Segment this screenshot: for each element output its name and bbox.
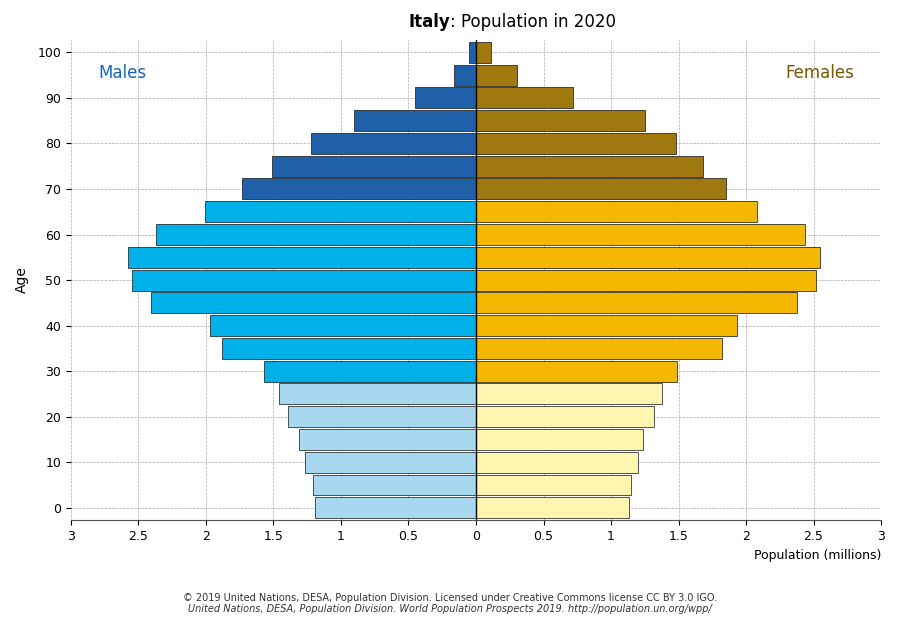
Bar — [476, 474, 631, 495]
Bar — [476, 338, 722, 359]
Bar — [128, 247, 476, 268]
Bar — [476, 270, 816, 291]
Bar — [315, 497, 476, 518]
Bar — [476, 293, 797, 313]
Bar — [242, 179, 476, 200]
X-axis label: Population (millions): Population (millions) — [753, 549, 881, 562]
Bar — [299, 429, 476, 450]
Bar — [476, 497, 628, 518]
Bar — [476, 406, 654, 427]
Bar — [304, 452, 476, 472]
Bar — [476, 133, 676, 154]
Bar — [264, 361, 476, 382]
Text: Italy: Italy — [409, 12, 450, 31]
Text: Males: Males — [98, 64, 146, 82]
Bar — [476, 224, 806, 245]
Text: © 2019 United Nations, DESA, Population Division. Licensed under Creative Common: © 2019 United Nations, DESA, Population … — [183, 593, 717, 603]
Bar — [222, 338, 476, 359]
Text: Females: Females — [785, 64, 854, 82]
Bar — [476, 247, 820, 268]
Bar — [476, 452, 638, 472]
Bar — [476, 64, 517, 86]
Bar — [469, 42, 476, 63]
Bar — [311, 133, 476, 154]
Text: United Nations, DESA, Population Division. World Population Prospects 2019. http: United Nations, DESA, Population Divisio… — [188, 604, 712, 614]
Bar — [476, 156, 703, 177]
Bar — [476, 383, 662, 404]
Bar — [454, 64, 476, 86]
Bar — [150, 293, 476, 313]
Bar — [156, 224, 476, 245]
Bar — [476, 202, 757, 222]
Bar — [476, 110, 644, 131]
Bar — [476, 42, 491, 63]
Bar — [210, 315, 476, 336]
Bar — [312, 474, 476, 495]
Bar — [476, 87, 573, 108]
Bar — [272, 156, 476, 177]
Bar — [279, 383, 476, 404]
Bar — [288, 406, 476, 427]
Bar — [204, 202, 476, 222]
Bar — [476, 361, 677, 382]
Bar — [355, 110, 476, 131]
Bar — [476, 315, 736, 336]
Bar — [476, 179, 725, 200]
Bar — [476, 429, 644, 450]
Bar — [415, 87, 476, 108]
Text: : Population in 2020: : Population in 2020 — [450, 12, 616, 31]
Y-axis label: Age: Age — [15, 267, 29, 293]
Bar — [131, 270, 476, 291]
